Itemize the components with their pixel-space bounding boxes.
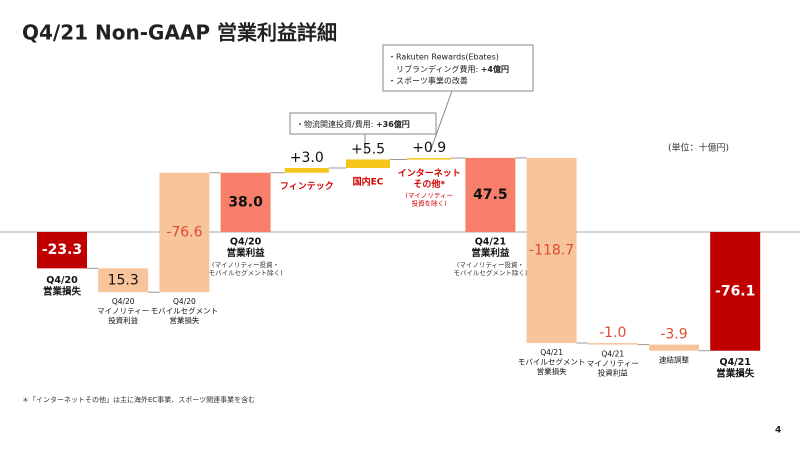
value-label: +3.0 xyxy=(290,150,324,166)
bar xyxy=(284,168,329,173)
category-label: フィンテック xyxy=(280,181,334,192)
category-label: 営業損失 xyxy=(537,366,567,376)
category-label: 営業損失 xyxy=(43,285,82,297)
category-note: モバイルセグメント除く) xyxy=(453,268,527,277)
callout-text: ・物流関連投資/費用: +36億円 xyxy=(296,119,410,129)
category-label: Q4/20 xyxy=(173,297,196,306)
value-label: -76.1 xyxy=(715,283,755,299)
value-label: -3.9 xyxy=(660,327,687,343)
value-label: +0.9 xyxy=(412,140,446,156)
callout-line xyxy=(429,90,453,153)
category-note: (マイノリティー投資・ xyxy=(212,260,279,269)
value-label: 15.3 xyxy=(108,272,139,288)
bar xyxy=(407,158,452,160)
footnote: ＊「インターネットその他」は主に海外EC事業、スポーツ関連事業を含む xyxy=(22,395,255,404)
bar xyxy=(220,172,271,232)
bar xyxy=(159,172,210,293)
value-label: -118.7 xyxy=(529,242,574,258)
category-note: モバイルセグメント除く) xyxy=(209,268,283,277)
bar xyxy=(98,268,149,293)
category-label: Q4/20 xyxy=(230,237,262,248)
category-label: Q4/20 xyxy=(112,297,135,306)
category-label: Q4/21 xyxy=(720,357,751,368)
value-label: 38.0 xyxy=(228,194,263,210)
category-label: 国内EC xyxy=(353,176,384,188)
category-label: Q4/21 xyxy=(601,350,624,359)
bar xyxy=(649,344,699,351)
value-label: 47.5 xyxy=(473,187,508,203)
title: Q4/21 Non-GAAP 営業利益詳細 xyxy=(22,21,337,45)
category-label: モバイルセグメント xyxy=(518,357,586,367)
category-note: 投資を除く) xyxy=(412,198,447,207)
value-label: -76.6 xyxy=(166,224,202,240)
category-label: 営業利益 xyxy=(227,247,266,259)
bar xyxy=(346,159,390,169)
bar xyxy=(587,343,638,345)
category-label: 投資利益 xyxy=(108,315,138,325)
value-label: +5.5 xyxy=(351,141,385,157)
callout-box xyxy=(289,112,437,135)
category-label: Q4/21 xyxy=(475,237,506,248)
callout-text: リブランディング費用: +4億円 xyxy=(388,64,509,74)
page-number: 4 xyxy=(775,426,781,436)
value-label: -23.3 xyxy=(42,242,82,258)
category-label: インターネット xyxy=(398,167,461,179)
category-label: Q4/21 xyxy=(540,348,563,357)
category-label: 営業損失 xyxy=(169,315,199,325)
category-label: Q4/20 xyxy=(46,275,78,286)
category-label: 営業損失 xyxy=(716,368,755,380)
category-label: 投資利益 xyxy=(598,368,628,378)
category-note: (マイノリティー投資・ xyxy=(457,260,524,269)
bar xyxy=(710,232,761,351)
bar xyxy=(465,157,516,232)
category-label: その他* xyxy=(413,178,445,190)
callout-text: ・スポーツ事業の改善 xyxy=(388,76,468,86)
category-label: モバイルセグメント xyxy=(151,306,219,316)
category-label: 連結調整 xyxy=(659,355,689,365)
value-label: -1.0 xyxy=(599,325,626,341)
callout-box xyxy=(382,44,534,92)
category-label: マイノリティー xyxy=(587,359,639,368)
callout-text: ・Rakuten Rewards(Ebates) xyxy=(388,53,499,62)
bar xyxy=(526,157,577,344)
category-label: マイノリティー xyxy=(97,307,149,316)
unit-note: (単位：十億円) xyxy=(668,142,729,154)
category-label: 営業利益 xyxy=(471,247,510,259)
category-note: (マイノリティー xyxy=(405,191,453,199)
bar xyxy=(37,232,87,269)
